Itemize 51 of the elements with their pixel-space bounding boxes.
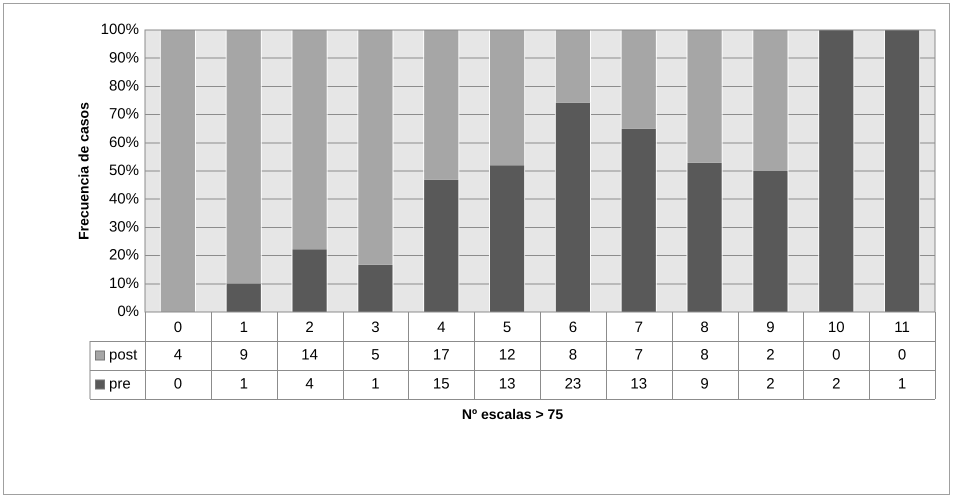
x-tick-label: 3 [371, 319, 380, 336]
x-tick-label: 11 [894, 319, 910, 336]
legend-label: post [109, 346, 138, 364]
text: 8 [568, 346, 578, 364]
y-axis-title: Frecuencia de casos [75, 102, 92, 240]
y-tick-label: 20% [108, 246, 139, 264]
x-tick-label: 4 [437, 319, 446, 336]
x-tick-label: 9 [766, 319, 775, 336]
text: 2 [766, 346, 775, 364]
text: 9 [240, 346, 248, 364]
x-tick-label: 5 [502, 319, 512, 336]
text: 13 [498, 376, 516, 393]
text: 7 [634, 346, 643, 364]
x-tick-label: 0 [174, 319, 182, 336]
y-tick-label: 30% [108, 218, 139, 236]
text: 23 [564, 376, 582, 393]
text: 2 [766, 376, 775, 393]
x-axis-title: Nº escalas > 75 [462, 406, 564, 422]
text: 15 [432, 376, 450, 393]
x-tick-label: 1 [240, 319, 248, 336]
text: 2 [832, 376, 840, 393]
y-tick-label: 100% [100, 21, 139, 38]
text: 12 [498, 346, 516, 364]
y-tick-label: 60% [108, 134, 139, 151]
y-tick-label: 70% [108, 106, 139, 123]
y-tick-label: 50% [108, 162, 139, 180]
text: 13 [630, 376, 648, 393]
text: 4 [174, 346, 182, 364]
y-tick-label: 40% [108, 190, 139, 208]
x-tick-label: 10 [828, 319, 845, 336]
y-tick-label: 80% [108, 78, 139, 95]
text: 1 [240, 376, 248, 393]
text: 1 [371, 376, 380, 393]
text: 9 [700, 376, 709, 393]
text: 0 [832, 346, 840, 364]
y-tick-label: 0% [117, 303, 139, 320]
text: 0 [174, 376, 182, 393]
text: 17 [432, 346, 450, 364]
x-tick-label: 7 [634, 319, 643, 336]
legend-label: pre [109, 376, 131, 393]
y-tick-label: 10% [108, 274, 139, 292]
text: 8 [700, 346, 709, 364]
text: 0 [898, 346, 906, 364]
text: 5 [371, 346, 380, 364]
text: 14 [301, 346, 318, 364]
x-tick-label: 8 [700, 319, 709, 336]
text: 1 [898, 376, 906, 393]
text: 4 [305, 376, 314, 393]
y-tick-label: 90% [108, 49, 139, 66]
x-tick-label: 6 [568, 319, 578, 336]
x-tick-label: 2 [305, 319, 314, 336]
